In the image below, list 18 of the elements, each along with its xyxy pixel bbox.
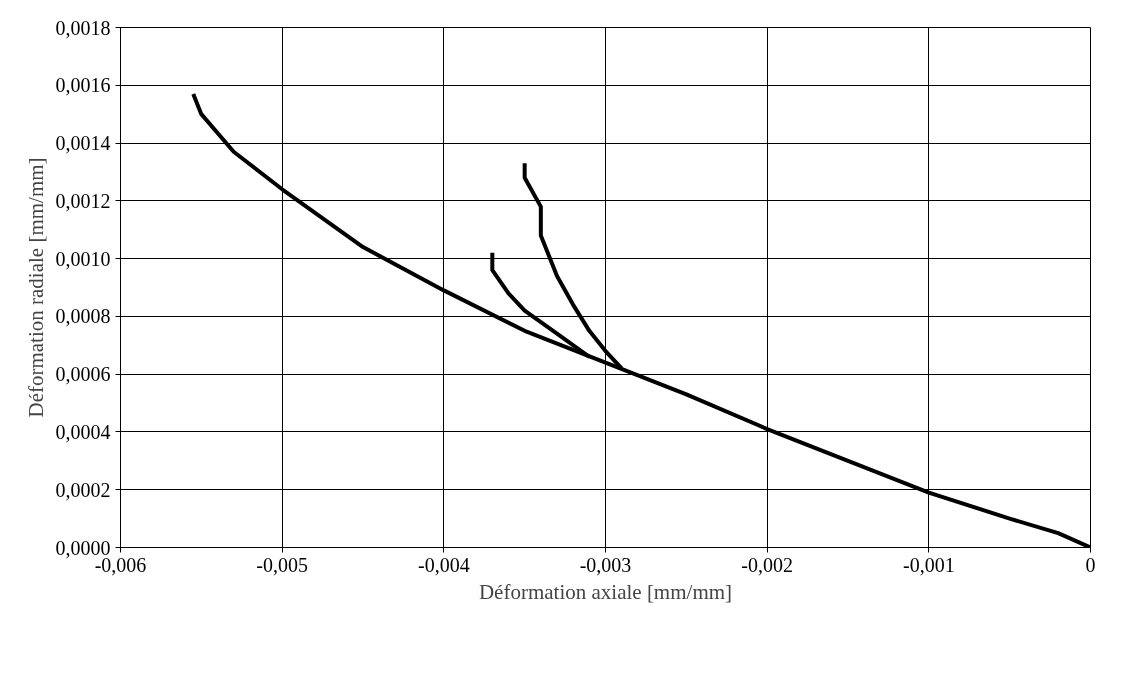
y-tick-label: 0,0012 bbox=[55, 189, 111, 212]
y-tick-label: 0,0018 bbox=[55, 16, 111, 39]
x-tick-label: 0 bbox=[1085, 553, 1096, 576]
y-tick-label: 0,0016 bbox=[55, 74, 111, 97]
y-tick-label: 0,0004 bbox=[55, 420, 111, 443]
y-tick-label: 0,0002 bbox=[55, 478, 111, 501]
y-tick-label: 0,0014 bbox=[55, 132, 111, 155]
y-tick-label: 0,0000 bbox=[55, 536, 111, 559]
y-axis-title: Déformation radiale [mm/mm] bbox=[23, 157, 48, 418]
x-tick-label: -0,003 bbox=[579, 553, 632, 576]
y-tick-label: 0,0010 bbox=[55, 247, 111, 270]
y-tick-label: 0,0008 bbox=[55, 305, 111, 328]
x-tick-label: -0,005 bbox=[256, 553, 309, 576]
x-tick-label: -0,004 bbox=[418, 553, 470, 576]
y-tick-label: 0,0006 bbox=[55, 363, 111, 386]
x-axis-title: Déformation axiale [mm/mm] bbox=[478, 579, 733, 604]
x-tick-label: -0,001 bbox=[903, 553, 955, 576]
x-tick-label: -0,002 bbox=[741, 553, 794, 576]
